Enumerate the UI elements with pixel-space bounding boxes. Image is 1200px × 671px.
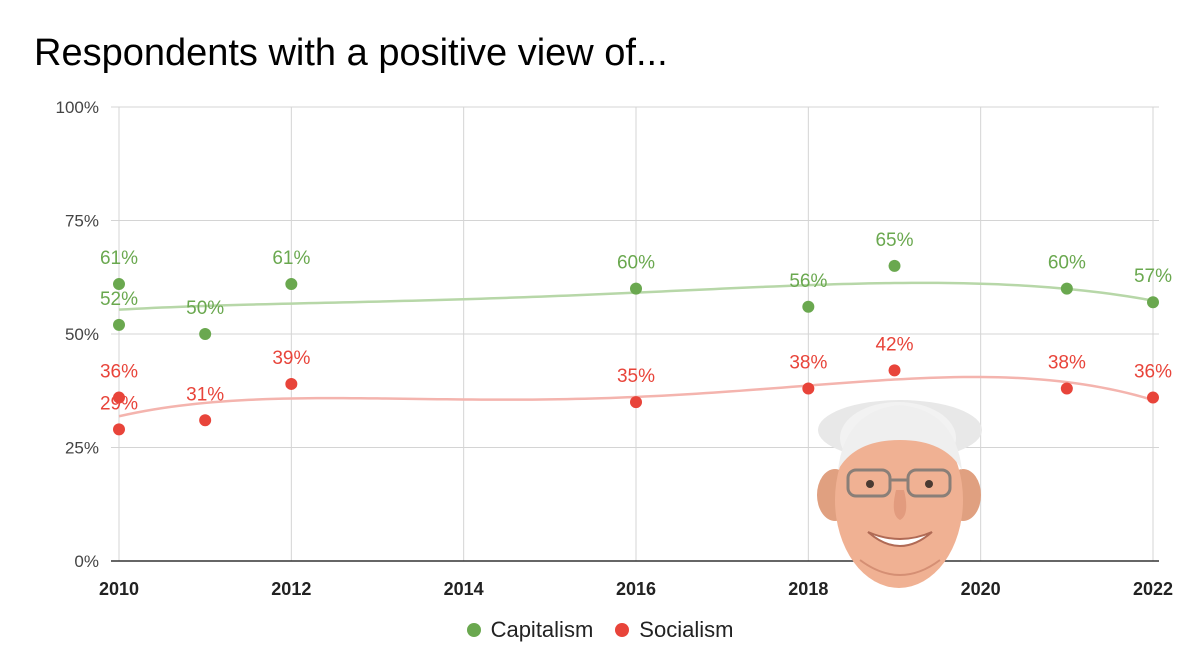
data-point[interactable] bbox=[630, 396, 642, 409]
data-point[interactable] bbox=[630, 282, 642, 295]
legend-item-capitalism[interactable]: Capitalism bbox=[466, 617, 594, 643]
data-point[interactable] bbox=[113, 278, 125, 291]
legend-item-socialism[interactable]: Socialism bbox=[615, 617, 733, 643]
data-point[interactable] bbox=[802, 300, 815, 313]
data-point[interactable] bbox=[113, 318, 125, 331]
data-label: 42% bbox=[875, 334, 913, 355]
data-point[interactable] bbox=[113, 391, 125, 404]
data-label: 52% bbox=[100, 289, 138, 310]
data-label: 38% bbox=[1048, 352, 1086, 373]
x-tick-label: 2014 bbox=[444, 579, 484, 599]
data-label: 35% bbox=[617, 366, 655, 387]
legend-dot-icon bbox=[466, 623, 481, 637]
data-label: 36% bbox=[100, 362, 138, 383]
data-label: 50% bbox=[186, 298, 224, 319]
data-point[interactable] bbox=[1147, 296, 1159, 309]
data-label: 57% bbox=[1134, 266, 1172, 287]
data-label: 38% bbox=[789, 352, 827, 373]
data-label: 39% bbox=[272, 348, 310, 369]
data-point[interactable] bbox=[888, 259, 901, 272]
data-label: 61% bbox=[100, 248, 138, 269]
chart-title: Respondents with a positive view of... bbox=[34, 32, 668, 74]
data-point[interactable] bbox=[285, 377, 298, 390]
data-point[interactable] bbox=[1147, 391, 1159, 404]
data-label: 56% bbox=[789, 271, 827, 292]
legend-label: Capitalism bbox=[490, 617, 594, 642]
data-point[interactable] bbox=[802, 382, 815, 395]
axes: 0% 25% 50% 75% 100% 2010 2012 2014 2016 2018 2020 2… bbox=[56, 98, 1174, 599]
data-labels: 52% 61% 50% 61% 60% 56% 65% 60% 57% 29% 36% 31% 39% 3… bbox=[100, 230, 1172, 414]
data-label: 61% bbox=[272, 248, 310, 269]
data-label: 36% bbox=[1134, 362, 1172, 383]
y-tick-label: 0% bbox=[74, 552, 99, 571]
data-point[interactable] bbox=[888, 364, 901, 377]
data-point[interactable] bbox=[1060, 382, 1073, 395]
legend: Capitalism Socialism bbox=[0, 617, 1200, 643]
x-tick-label: 2010 bbox=[99, 579, 139, 599]
data-point[interactable] bbox=[199, 414, 212, 427]
x-tick-label: 2020 bbox=[961, 579, 1001, 599]
data-label: 29% bbox=[100, 393, 138, 414]
data-label: 31% bbox=[186, 384, 224, 405]
data-label: 60% bbox=[1048, 253, 1086, 274]
legend-dot-icon bbox=[615, 623, 630, 637]
data-label: 65% bbox=[875, 230, 913, 251]
data-point[interactable] bbox=[1060, 282, 1073, 295]
legend-label: Socialism bbox=[639, 617, 734, 642]
y-tick-label: 75% bbox=[65, 212, 99, 231]
x-tick-label: 2018 bbox=[788, 579, 828, 599]
grid bbox=[111, 106, 1159, 561]
data-point[interactable] bbox=[199, 328, 212, 340]
x-tick-label: 2012 bbox=[271, 579, 311, 599]
data-point[interactable] bbox=[113, 423, 125, 436]
data-points bbox=[113, 259, 1159, 436]
data-point[interactable] bbox=[285, 278, 298, 291]
y-tick-label: 50% bbox=[65, 325, 99, 344]
y-tick-label: 25% bbox=[65, 439, 99, 458]
x-tick-label: 2016 bbox=[616, 579, 656, 599]
data-label: 60% bbox=[617, 253, 655, 274]
portrait-image bbox=[817, 400, 982, 588]
x-tick-label: 2022 bbox=[1133, 579, 1173, 599]
y-tick-label: 100% bbox=[56, 98, 99, 117]
